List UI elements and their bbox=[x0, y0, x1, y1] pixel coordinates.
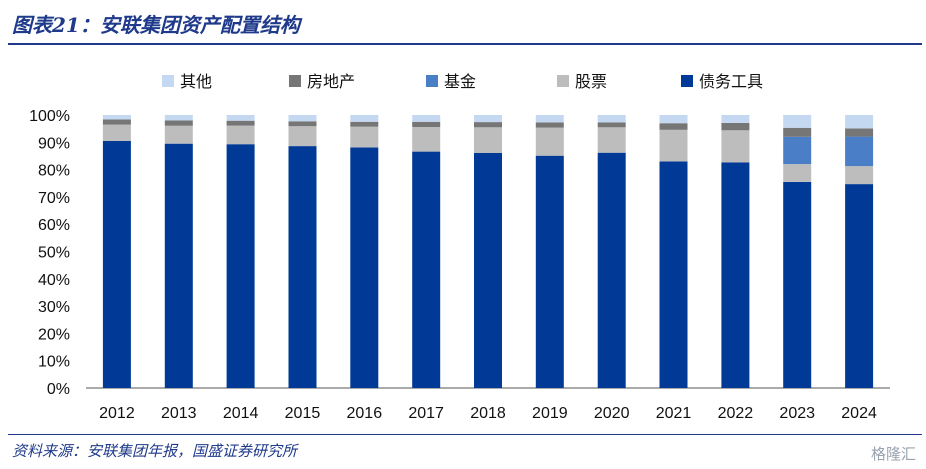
bar-segment bbox=[102, 115, 131, 120]
y-tick-label: 30% bbox=[38, 299, 70, 316]
bar-segment bbox=[164, 125, 193, 144]
y-tick-label: 50% bbox=[38, 245, 70, 262]
x-tick-label: 2024 bbox=[841, 405, 877, 422]
bar-segment bbox=[350, 121, 379, 127]
x-tick-label: 2018 bbox=[470, 405, 506, 422]
bar-segment bbox=[845, 115, 874, 129]
legend-swatch bbox=[289, 75, 301, 87]
bar-segment bbox=[226, 144, 255, 388]
bar-segment bbox=[659, 161, 688, 388]
x-tick-label: 2012 bbox=[99, 405, 135, 422]
bar-segment bbox=[721, 115, 750, 123]
legend: 其他 房地产 基金 股票 债务工具 bbox=[162, 72, 763, 91]
bar-segment bbox=[597, 152, 626, 388]
bar-segment bbox=[783, 181, 812, 388]
x-tick-label: 2017 bbox=[408, 405, 444, 422]
x-tick-label: 2013 bbox=[161, 405, 197, 422]
bar-segment bbox=[288, 115, 317, 122]
footer-divider bbox=[8, 434, 922, 435]
bar-segment bbox=[783, 164, 812, 182]
bar-segment bbox=[474, 122, 502, 128]
bar-segment bbox=[164, 115, 193, 121]
bar-segment bbox=[474, 115, 502, 123]
y-tick-label: 40% bbox=[38, 272, 70, 289]
x-tick-label: 2019 bbox=[532, 405, 568, 422]
bar-segment bbox=[845, 128, 874, 137]
bar-segment bbox=[412, 151, 441, 388]
x-tick-label: 2022 bbox=[718, 405, 754, 422]
source-note: 资料来源：安联集团年报，国盛证券研究所 bbox=[12, 442, 298, 460]
bar-segment bbox=[350, 126, 379, 148]
watermark-logo: 格隆汇 bbox=[870, 445, 916, 463]
bar-segment bbox=[288, 126, 317, 147]
bar-segment bbox=[783, 136, 812, 165]
bar-segment bbox=[412, 121, 441, 127]
legend-label: 债务工具 bbox=[699, 72, 763, 91]
bar-segment bbox=[535, 115, 564, 123]
y-tick-label: 0% bbox=[47, 381, 70, 398]
bar-segment bbox=[288, 146, 317, 388]
x-tick-label: 2015 bbox=[285, 405, 321, 422]
legend-swatch bbox=[162, 75, 174, 87]
y-tick-label: 80% bbox=[38, 163, 70, 180]
bar-segment bbox=[845, 184, 874, 388]
title-divider bbox=[8, 43, 922, 45]
y-tick-label: 100% bbox=[29, 108, 70, 125]
bar-segment bbox=[535, 122, 564, 128]
x-tick-label: 2020 bbox=[594, 405, 630, 422]
bar-segment bbox=[474, 127, 502, 153]
legend-label: 房地产 bbox=[307, 72, 355, 91]
x-axis: 2012 2013 2014 2015 2016 2017 2018 2019 2020 2021… bbox=[99, 405, 877, 422]
y-tick-label: 60% bbox=[38, 217, 70, 234]
bar-segment bbox=[597, 127, 626, 153]
legend-swatch bbox=[426, 75, 438, 87]
bar-segment bbox=[102, 124, 131, 141]
bar-segment bbox=[350, 147, 379, 388]
y-tick-label: 20% bbox=[38, 326, 70, 343]
bar-segment bbox=[164, 120, 193, 126]
y-tick-label: 10% bbox=[38, 354, 70, 371]
bar-segment bbox=[226, 120, 255, 126]
bar-segment bbox=[226, 115, 255, 121]
bar-segment bbox=[535, 127, 564, 156]
bar-segment bbox=[783, 115, 812, 128]
bar-segment bbox=[783, 127, 812, 137]
bar-segment bbox=[535, 155, 564, 388]
y-tick-label: 90% bbox=[38, 135, 70, 152]
x-tick-label: 2021 bbox=[656, 405, 692, 422]
legend-label: 基金 bbox=[444, 72, 476, 91]
bar-segment bbox=[845, 166, 874, 185]
bar-segment bbox=[102, 119, 131, 125]
bar-segment bbox=[721, 122, 750, 131]
bar-segment bbox=[721, 130, 750, 163]
bar-segment bbox=[412, 115, 441, 122]
x-tick-label: 2023 bbox=[779, 405, 815, 422]
bar-segment bbox=[102, 140, 131, 388]
legend-swatch bbox=[681, 75, 693, 87]
legend-label: 股票 bbox=[575, 72, 607, 91]
chart-title: 图表21：安联集团资产配置结构 bbox=[12, 13, 300, 37]
bar-segment bbox=[226, 125, 255, 145]
legend-swatch bbox=[557, 75, 569, 87]
legend-label: 其他 bbox=[180, 72, 212, 91]
x-tick-label: 2016 bbox=[347, 405, 383, 422]
bar-segment bbox=[845, 136, 874, 167]
bar-segment bbox=[474, 152, 502, 388]
bar-segment bbox=[412, 127, 441, 152]
bar-segment bbox=[659, 115, 688, 124]
bar-segment bbox=[721, 162, 750, 388]
bar-segment bbox=[659, 129, 688, 162]
y-axis: 0% 10% 20% 30% 40% 50% 60% 70% 80% 90% 100% bbox=[29, 108, 890, 398]
bar-segment bbox=[597, 122, 626, 128]
bars bbox=[102, 115, 874, 388]
bar-segment bbox=[350, 115, 379, 122]
y-tick-label: 70% bbox=[38, 190, 70, 207]
x-tick-label: 2014 bbox=[223, 405, 259, 422]
bar-segment bbox=[659, 123, 688, 130]
bar-segment bbox=[164, 143, 193, 388]
bar-segment bbox=[288, 121, 317, 127]
bar-segment bbox=[597, 115, 626, 123]
